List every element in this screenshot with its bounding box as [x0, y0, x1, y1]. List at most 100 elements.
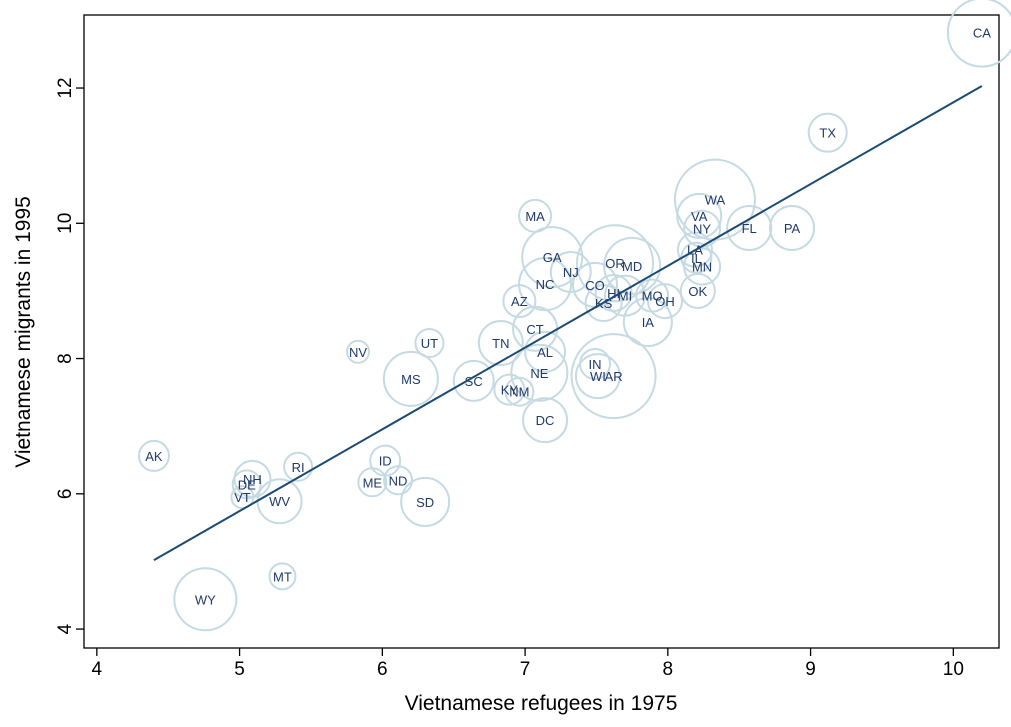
bubble-label: MT	[273, 569, 292, 584]
bubble-label: NE	[530, 366, 548, 381]
bubble	[230, 485, 255, 510]
y-tick-label: 10	[55, 213, 76, 234]
bubble-label: MA	[525, 209, 545, 224]
bubble-label: CT	[526, 322, 543, 337]
bubble-label: NC	[536, 277, 555, 292]
bubble	[477, 319, 524, 366]
bubble	[726, 205, 773, 252]
bubble-label: ID	[379, 454, 392, 469]
bubble-label: RI	[292, 460, 305, 475]
bubble-label: NM	[509, 385, 529, 400]
bubble-label: TN	[492, 336, 509, 351]
x-tick-label: 9	[805, 659, 816, 680]
fit-line	[153, 85, 983, 561]
bubble-label: MN	[692, 260, 712, 275]
bubble-label: OR	[605, 256, 625, 271]
bubble	[452, 359, 495, 402]
bubble-label: AR	[605, 369, 623, 384]
bubble	[807, 112, 848, 153]
bubble-label: VT	[234, 490, 251, 505]
bubble	[521, 226, 584, 289]
bubble-label: SC	[465, 374, 483, 389]
bubble-label: WV	[269, 494, 290, 509]
bubble-label: GA	[543, 250, 562, 265]
bubble	[524, 330, 567, 373]
bubble-label: OH	[655, 294, 675, 309]
bubble	[676, 192, 723, 239]
bubble-label: UT	[421, 336, 438, 351]
bubble	[522, 397, 569, 444]
bubble-label: WA	[705, 193, 726, 208]
bubble	[502, 284, 537, 319]
bubble	[346, 339, 371, 364]
bubble	[382, 350, 439, 407]
bubble-label: DC	[536, 413, 555, 428]
x-tick-label: 7	[520, 659, 531, 680]
bubble	[676, 231, 713, 268]
bubble	[231, 469, 262, 500]
bubble-label: IA	[642, 315, 655, 330]
bubble-label: AL	[537, 345, 553, 360]
bubble	[946, 0, 1011, 68]
bubble	[622, 297, 673, 348]
bubble-label: SD	[416, 495, 434, 510]
bubble	[383, 465, 414, 496]
x-tick-label: 5	[234, 659, 245, 680]
bubble-label: OK	[688, 284, 707, 299]
bubble	[683, 247, 722, 286]
bubble-label: VA	[691, 209, 708, 224]
bubble-label: HI	[607, 286, 620, 301]
y-tick-label: 6	[55, 489, 76, 500]
bubble-label: NY	[693, 222, 711, 237]
bubble-label: KY	[501, 383, 519, 398]
x-tick-label: 10	[943, 659, 964, 680]
bubble	[584, 284, 623, 323]
bubble-label: CA	[973, 26, 991, 41]
bubble	[504, 376, 535, 407]
bubble	[400, 476, 451, 527]
x-tick-label: 6	[377, 659, 388, 680]
bubble-label: CO	[585, 278, 605, 293]
bubble-label: MO	[642, 289, 663, 304]
bubble	[414, 327, 445, 358]
bubble-label: IL	[691, 251, 702, 266]
bubble	[493, 373, 526, 406]
bubble-label: NH	[243, 472, 262, 487]
bubble	[268, 562, 297, 591]
x-axis-label: Vietnamese refugees in 1975	[405, 692, 678, 715]
y-tick-label: 4	[55, 623, 76, 634]
bubble-label: ND	[389, 473, 408, 488]
bubble-label: ME	[363, 475, 383, 490]
bubble-label: NV	[349, 345, 367, 360]
bubble-label: PA	[784, 221, 801, 236]
bubble-label: WY	[195, 592, 216, 607]
bubble	[357, 467, 388, 498]
x-tick-label: 8	[663, 659, 674, 680]
bubble-label: TX	[819, 126, 836, 141]
bubble	[283, 451, 314, 482]
bubble	[173, 567, 238, 632]
bubble	[574, 353, 621, 400]
bubble	[137, 439, 170, 472]
bubble	[510, 343, 569, 402]
y-tick-label: 12	[55, 77, 76, 98]
plot-frame	[83, 14, 1000, 649]
bubble	[576, 224, 655, 303]
bubble-label: NJ	[563, 265, 579, 280]
y-tick-label: 8	[55, 353, 76, 364]
bubble	[646, 283, 683, 320]
bubble-label: FL	[742, 221, 757, 236]
bubble-label: AZ	[511, 294, 528, 309]
bubble	[769, 205, 816, 252]
bubble-label: MD	[622, 259, 642, 274]
y-axis-label: Vietnamese migrants in 1995	[12, 196, 35, 468]
bubble-label: AK	[145, 449, 163, 464]
bubble	[679, 272, 716, 309]
bubble-label: IN	[589, 357, 602, 372]
bubble-label: MS	[401, 372, 421, 387]
bubble	[570, 333, 657, 420]
bubble-label: WI	[590, 369, 606, 384]
bubble-label: DE	[238, 477, 256, 492]
